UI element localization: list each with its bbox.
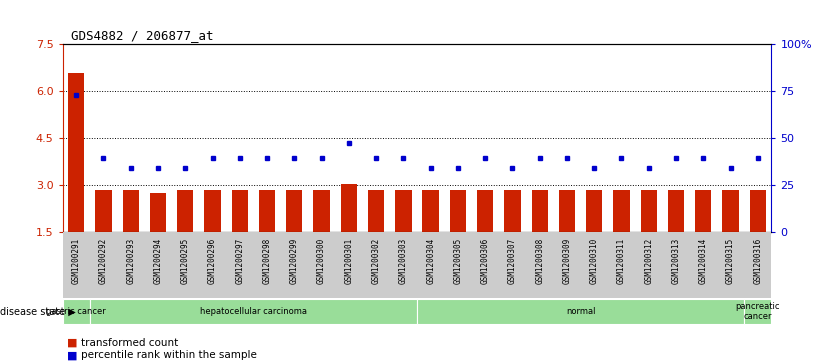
- Text: GSM1200310: GSM1200310: [590, 237, 599, 284]
- Text: GSM1200316: GSM1200316: [753, 237, 762, 284]
- Text: GSM1200315: GSM1200315: [726, 237, 735, 284]
- Text: GSM1200304: GSM1200304: [426, 237, 435, 284]
- Bar: [531, 190, 548, 232]
- Bar: [340, 184, 357, 232]
- Text: GSM1200299: GSM1200299: [289, 237, 299, 284]
- Text: GSM1200301: GSM1200301: [344, 237, 354, 284]
- Text: GSM1200297: GSM1200297: [235, 237, 244, 284]
- Text: gastric cancer: gastric cancer: [47, 307, 106, 316]
- Bar: [477, 190, 494, 232]
- Text: ■: ■: [67, 350, 78, 360]
- Bar: [641, 190, 657, 232]
- Bar: [63, 299, 90, 323]
- Text: GSM1200306: GSM1200306: [480, 237, 490, 284]
- Bar: [695, 190, 711, 232]
- Bar: [613, 190, 630, 232]
- Text: GSM1200298: GSM1200298: [263, 237, 272, 284]
- Text: GSM1200292: GSM1200292: [99, 237, 108, 284]
- Bar: [722, 190, 739, 232]
- Text: normal: normal: [565, 307, 595, 316]
- Bar: [204, 190, 221, 232]
- Bar: [150, 193, 166, 232]
- Bar: [423, 190, 439, 232]
- Bar: [417, 299, 744, 323]
- Bar: [286, 190, 303, 232]
- Text: transformed count: transformed count: [81, 338, 178, 348]
- Bar: [586, 190, 602, 232]
- Text: GSM1200294: GSM1200294: [153, 237, 163, 284]
- Bar: [314, 190, 329, 232]
- Bar: [505, 190, 520, 232]
- Bar: [68, 73, 84, 232]
- Text: GSM1200309: GSM1200309: [562, 237, 571, 284]
- Text: GSM1200293: GSM1200293: [126, 237, 135, 284]
- Bar: [450, 190, 466, 232]
- Text: GSM1200314: GSM1200314: [699, 237, 708, 284]
- Text: hepatocellular carcinoma: hepatocellular carcinoma: [200, 307, 307, 316]
- Bar: [232, 190, 248, 232]
- Text: disease state ▶: disease state ▶: [0, 306, 76, 316]
- Text: GSM1200291: GSM1200291: [72, 237, 81, 284]
- Text: GSM1200295: GSM1200295: [181, 237, 190, 284]
- Text: GSM1200312: GSM1200312: [644, 237, 653, 284]
- Bar: [177, 190, 193, 232]
- Bar: [668, 190, 684, 232]
- Text: GSM1200300: GSM1200300: [317, 237, 326, 284]
- Text: GSM1200303: GSM1200303: [399, 237, 408, 284]
- Bar: [744, 299, 771, 323]
- Text: GSM1200311: GSM1200311: [617, 237, 626, 284]
- Text: GSM1200307: GSM1200307: [508, 237, 517, 284]
- Bar: [750, 190, 766, 232]
- Text: percentile rank within the sample: percentile rank within the sample: [81, 350, 257, 360]
- Bar: [123, 190, 139, 232]
- Text: GSM1200308: GSM1200308: [535, 237, 545, 284]
- Bar: [559, 190, 575, 232]
- Text: GSM1200302: GSM1200302: [372, 237, 380, 284]
- Bar: [395, 190, 411, 232]
- Text: pancreatic
cancer: pancreatic cancer: [736, 302, 780, 321]
- Bar: [90, 299, 417, 323]
- Text: ■: ■: [67, 338, 78, 348]
- Text: GSM1200313: GSM1200313: [671, 237, 681, 284]
- Text: GDS4882 / 206877_at: GDS4882 / 206877_at: [71, 29, 214, 42]
- Text: GSM1200305: GSM1200305: [454, 237, 462, 284]
- Text: GSM1200296: GSM1200296: [208, 237, 217, 284]
- Bar: [368, 190, 384, 232]
- Bar: [95, 190, 112, 232]
- Bar: [259, 190, 275, 232]
